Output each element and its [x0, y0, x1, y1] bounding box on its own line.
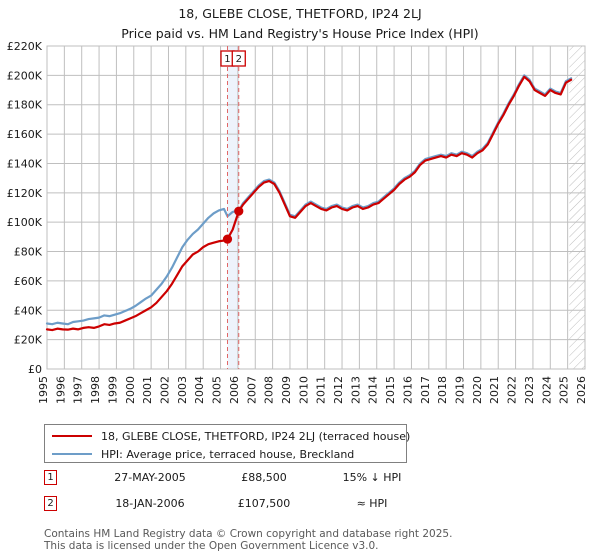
svg-text:2023: 2023: [523, 376, 536, 404]
y-axis-tick-labels: £0 £20K £40K £60K £80K £100K £120K £140K £160K £1…: [7, 40, 43, 376]
svg-text:2009: 2009: [280, 376, 293, 404]
svg-text:2003: 2003: [176, 376, 189, 404]
chart-legend: 18, GLEBE CLOSE, THETFORD, IP24 2LJ (ter…: [44, 424, 410, 463]
legend-label-price-paid: 18, GLEBE CLOSE, THETFORD, IP24 2LJ (ter…: [101, 429, 411, 443]
svg-text:2007: 2007: [245, 376, 258, 404]
svg-text:2014: 2014: [367, 376, 380, 404]
svg-text:2006: 2006: [228, 376, 241, 404]
svg-text:£160K: £160K: [7, 128, 43, 141]
row-date-2: 18-JAN-2006: [115, 497, 185, 510]
legend-item-hpi: HPI: Average price, terraced house, Brec…: [52, 445, 406, 463]
page-title: 18, GLEBE CLOSE, THETFORD, IP24 2LJ: [178, 6, 422, 21]
svg-text:£180K: £180K: [7, 99, 43, 112]
series-line-price-paid: [45, 75, 573, 332]
row-date-1: 27-MAY-2005: [114, 471, 186, 484]
attribution-footer: Contains HM Land Registry data © Crown c…: [44, 528, 584, 552]
row-price-2: £107,500: [237, 497, 291, 510]
svg-text:2010: 2010: [297, 376, 310, 404]
attribution-line-1: Contains HM Land Registry data © Crown c…: [44, 528, 453, 540]
transactions-table: 1 27-MAY-2005 £88,500 15% ↓ HPI 2 18-JAN…: [44, 470, 444, 522]
svg-text:2021: 2021: [488, 376, 501, 404]
svg-text:2022: 2022: [506, 376, 519, 404]
svg-text:£100K: £100K: [7, 216, 43, 229]
series-line-hpi: [45, 74, 573, 326]
svg-text:£120K: £120K: [7, 187, 43, 200]
svg-text:1999: 1999: [106, 376, 119, 404]
svg-text:2000: 2000: [124, 376, 137, 404]
row-hpi-delta-2: ≈ HPI: [356, 497, 388, 510]
legend-swatch-hpi: [52, 453, 92, 455]
svg-text:1997: 1997: [72, 376, 85, 404]
table-row[interactable]: 2 18-JAN-2006 £107,500 ≈ HPI: [44, 496, 444, 522]
svg-text:2001: 2001: [141, 376, 154, 404]
legend-item-price-paid: 18, GLEBE CLOSE, THETFORD, IP24 2LJ (ter…: [52, 427, 410, 445]
highlight-band: [227, 46, 239, 369]
svg-text:2026: 2026: [575, 376, 588, 404]
svg-text:2011: 2011: [315, 376, 328, 404]
svg-text:2019: 2019: [454, 376, 467, 404]
row-hpi-delta-1: 15% ↓ HPI: [342, 471, 402, 484]
svg-text:£80K: £80K: [14, 246, 43, 259]
svg-text:£60K: £60K: [14, 275, 43, 288]
row-price-1: £88,500: [241, 471, 287, 484]
svg-text:2004: 2004: [193, 376, 206, 404]
svg-text:2008: 2008: [263, 376, 276, 404]
svg-text:£140K: £140K: [7, 157, 43, 170]
svg-text:2025: 2025: [558, 376, 571, 404]
svg-text:2017: 2017: [419, 376, 432, 404]
svg-text:2015: 2015: [384, 376, 397, 404]
svg-text:2016: 2016: [401, 376, 414, 404]
row-marker-badge-2[interactable]: 2: [44, 496, 57, 511]
svg-text:2: 2: [236, 54, 242, 65]
svg-text:2013: 2013: [349, 376, 362, 404]
page-subtitle: Price paid vs. HM Land Registry's House …: [121, 26, 479, 41]
chart-frame: [46, 45, 586, 370]
x-axis-tick-labels: 1995 1996 1997 1998 1999 2000 2001 2002 2003 2004…: [37, 376, 588, 404]
chart-plot-area: £0 £20K £40K £60K £80K £100K £120K £140K £160K £1…: [7, 40, 588, 404]
svg-text:1996: 1996: [54, 376, 67, 404]
svg-text:1998: 1998: [89, 376, 102, 404]
transaction-point-markers[interactable]: [222, 206, 244, 244]
legend-label-hpi: HPI: Average price, terraced house, Brec…: [101, 447, 355, 461]
chart-svg: £0 £20K £40K £60K £80K £100K £120K £140K £160K £1…: [7, 40, 588, 404]
legend-swatch-price-paid: [52, 435, 92, 437]
svg-text:£0: £0: [28, 363, 42, 376]
table-row[interactable]: 1 27-MAY-2005 £88,500 15% ↓ HPI: [44, 470, 444, 496]
svg-text:2005: 2005: [211, 376, 224, 404]
row-marker-badge-1[interactable]: 1: [44, 470, 57, 485]
title-block: 18, GLEBE CLOSE, THETFORD, IP24 2LJ Pric…: [0, 0, 600, 42]
svg-text:1: 1: [224, 54, 230, 65]
provisional-data-region: [569, 46, 585, 369]
svg-text:2020: 2020: [471, 376, 484, 404]
svg-text:£220K: £220K: [7, 40, 43, 53]
svg-text:2024: 2024: [540, 376, 553, 404]
attribution-line-2: This data is licensed under the Open Gov…: [44, 540, 379, 552]
svg-text:2018: 2018: [436, 376, 449, 404]
svg-text:£40K: £40K: [14, 304, 43, 317]
svg-text:£20K: £20K: [14, 334, 43, 347]
svg-text:1995: 1995: [37, 376, 50, 404]
svg-text:2002: 2002: [158, 376, 171, 404]
svg-text:£200K: £200K: [7, 69, 43, 82]
svg-text:2012: 2012: [332, 376, 345, 404]
